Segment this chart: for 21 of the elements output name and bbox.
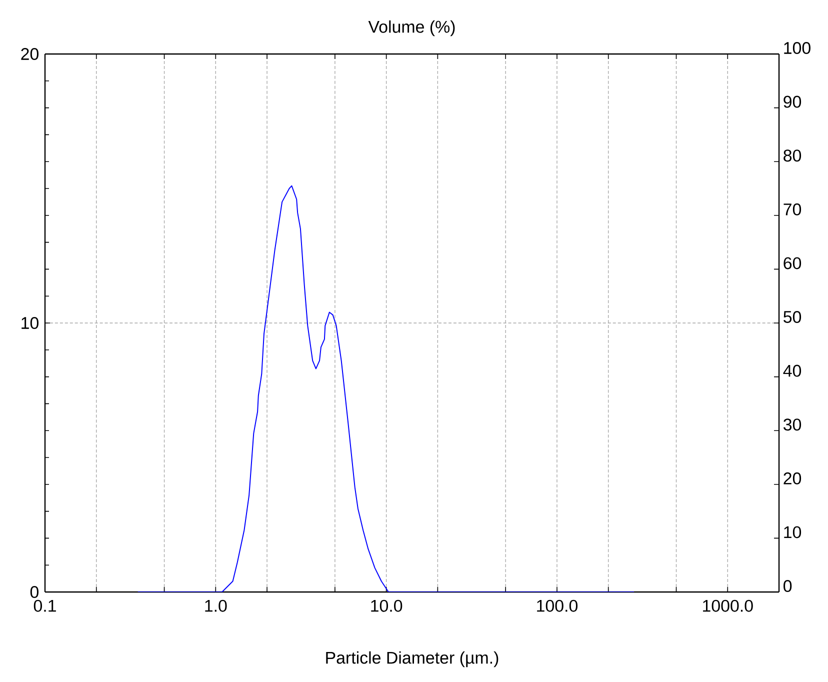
y2-tick-label: 60 [784,257,802,270]
x-tick-label: 1.0 [205,600,227,612]
y2-tick-label: 80 [784,150,802,162]
y2-tick-label: 70 [784,203,802,216]
y2-tick-label: 0 [784,580,792,592]
y2-tick-label: 90 [784,96,802,108]
x-tick-label: 10.0 [371,600,402,612]
y2-tick-label: 100 [784,42,810,54]
x-tick-label: 0.1 [34,600,56,612]
y2-tick-label: 50 [784,311,802,323]
y2-tick-label: 30 [784,418,802,431]
x-tick-label: 1000.0 [703,600,753,612]
y2-tick-label: 20 [784,472,802,484]
y-tick-label: 20 [21,48,38,60]
chart-title: Volume (%) [368,20,455,36]
y-tick-label: 0 [30,586,38,598]
x-tick-label: 100.0 [537,600,578,612]
y2-tick-label: 40 [783,364,802,377]
y-tick-label: 10 [22,317,38,329]
x-axis-title: Particle Diameter (µm.) [326,651,498,668]
y2-tick-label: 10 [784,526,802,538]
